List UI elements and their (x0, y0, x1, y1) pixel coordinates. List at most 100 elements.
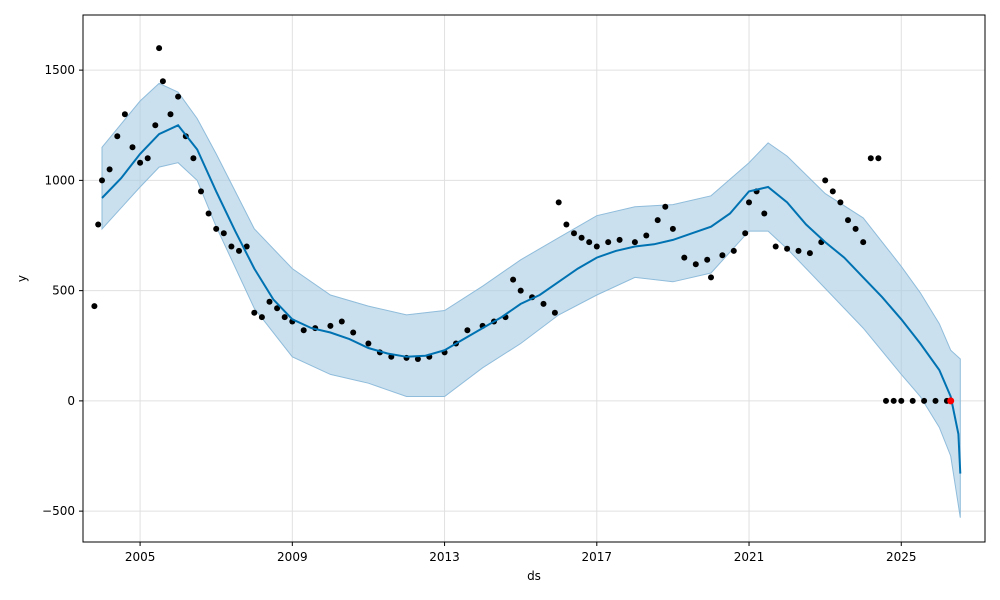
x-tick-label: 2005 (125, 550, 156, 564)
observed-point (156, 45, 163, 52)
observed-point (578, 234, 585, 241)
observed-point (464, 327, 471, 334)
observed-point (228, 243, 235, 250)
observed-point (890, 397, 897, 404)
observed-point (350, 329, 357, 336)
observed-point (784, 245, 791, 252)
observed-point (742, 230, 749, 237)
x-tick-label: 2025 (886, 550, 917, 564)
observed-point (205, 210, 212, 217)
observed-point (719, 252, 726, 259)
uncertainty-band-layer (101, 82, 961, 518)
observed-point (681, 254, 688, 261)
observed-point (281, 314, 288, 321)
observed-point (167, 111, 174, 118)
observed-point (852, 225, 859, 232)
observed-point (152, 122, 159, 129)
x-tick-label: 2013 (429, 550, 460, 564)
observed-point (190, 155, 197, 162)
observed-point (669, 225, 676, 232)
observed-point (175, 93, 182, 100)
observed-point (654, 217, 661, 224)
observed-point (338, 318, 345, 325)
observed-point (867, 155, 874, 162)
observed-point (909, 397, 916, 404)
y-tick-label: 1000 (44, 173, 75, 187)
observed-point (631, 239, 638, 246)
observed-point (137, 159, 144, 166)
observed-point (274, 305, 281, 312)
x-axis-ticks: 2005 2009 2013 2017 2021 2025 (125, 542, 917, 564)
observed-points-layer (91, 45, 950, 404)
y-tick-label: 500 (52, 284, 75, 298)
observed-point (236, 247, 242, 254)
uncertainty-band (101, 82, 961, 518)
observed-point (540, 300, 547, 307)
observed-point (300, 327, 307, 334)
observed-point (266, 298, 273, 305)
observed-point (129, 144, 136, 151)
y-tick-label: 0 (67, 394, 75, 408)
observed-point (860, 239, 867, 246)
observed-point (795, 247, 802, 254)
y-axis-label: y (15, 275, 29, 282)
observed-point (510, 276, 517, 283)
observed-point (220, 230, 227, 237)
observed-point (837, 199, 844, 206)
observed-point (95, 221, 102, 228)
observed-point (662, 203, 669, 210)
forecast-line-layer (101, 124, 962, 474)
observed-point (414, 356, 421, 362)
observed-point (822, 177, 829, 184)
observed-point (845, 217, 851, 224)
observed-point (829, 188, 836, 195)
observed-point (593, 243, 600, 250)
observed-point (563, 221, 570, 228)
x-tick-label: 2017 (582, 550, 613, 564)
observed-point (772, 243, 779, 250)
recent-points-layer (947, 397, 955, 405)
y-axis-ticks: −500 0 500 1000 1500 (42, 63, 83, 518)
forecast-line (101, 124, 962, 474)
x-axis-label: ds (527, 569, 541, 583)
observed-point (551, 309, 558, 316)
observed-point (365, 340, 372, 347)
observed-point (921, 397, 928, 404)
y-tick-label: 1500 (44, 63, 75, 77)
observed-point (258, 314, 265, 321)
x-tick-label: 2009 (277, 550, 308, 564)
plot-frame (82, 14, 986, 543)
observed-point (555, 199, 562, 206)
observed-point (605, 239, 612, 246)
observed-point (616, 236, 623, 243)
observed-point (91, 303, 98, 310)
x-tick-label: 2021 (734, 550, 765, 564)
observed-point (746, 199, 752, 206)
observed-point (114, 133, 121, 140)
observed-point (99, 177, 105, 184)
observed-point (517, 287, 524, 294)
observed-point (875, 155, 882, 162)
observed-point (159, 78, 166, 85)
observed-point (571, 230, 577, 237)
y-tick-label: −500 (42, 504, 75, 518)
observed-point (932, 397, 939, 404)
observed-point (243, 243, 250, 250)
observed-point (692, 261, 699, 268)
observed-point (327, 322, 334, 329)
observed-point (761, 210, 768, 217)
observed-point (708, 274, 714, 281)
observed-point (251, 309, 258, 316)
observed-point (586, 239, 593, 246)
observed-point (730, 247, 737, 254)
observed-point (121, 111, 128, 118)
observed-point (198, 188, 204, 195)
recent-point (947, 397, 955, 405)
observed-point (806, 250, 813, 257)
observed-point (704, 256, 711, 263)
observed-point (213, 225, 220, 232)
observed-point (898, 397, 905, 404)
observed-point (144, 155, 151, 162)
observed-point (883, 397, 889, 404)
